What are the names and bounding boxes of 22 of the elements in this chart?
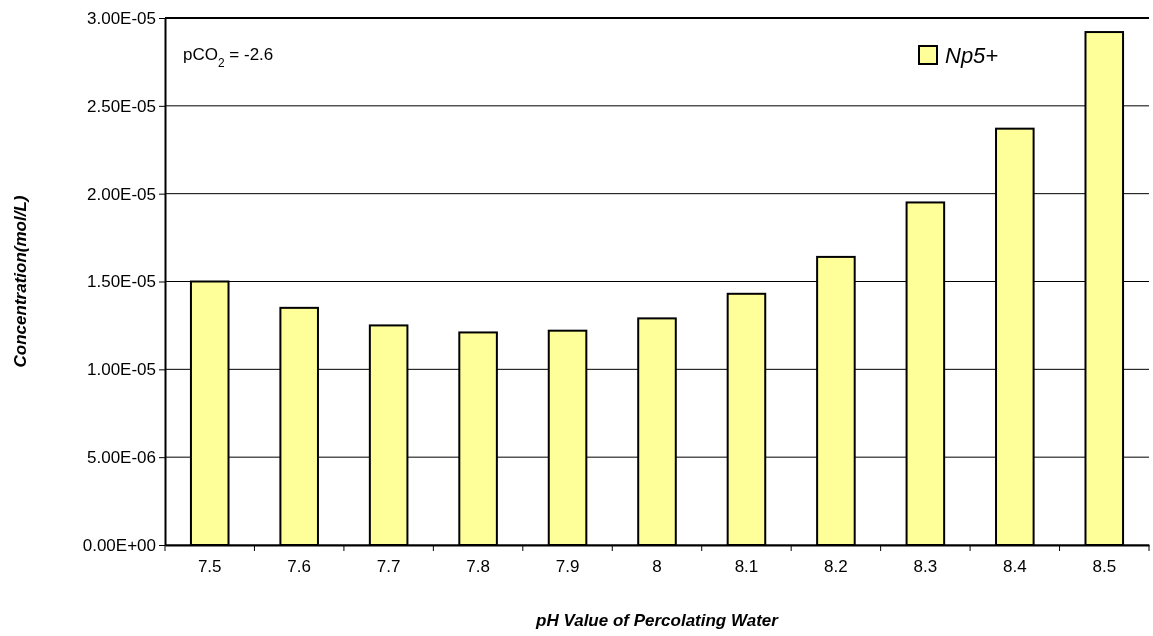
y-tick-label: 1.00E-05 bbox=[87, 360, 156, 380]
y-tick-label: 2.00E-05 bbox=[87, 184, 156, 204]
x-tick-label: 7.5 bbox=[197, 556, 222, 576]
x-tick-label: 7.7 bbox=[376, 556, 401, 576]
y-tick-label: 1.50E-05 bbox=[87, 272, 156, 292]
x-tick-label: 8.1 bbox=[734, 556, 759, 576]
y-tick-label: 0.00E+00 bbox=[82, 535, 156, 555]
x-tick-label: 8.4 bbox=[1003, 556, 1027, 576]
x-tick-label: 8.3 bbox=[913, 556, 938, 576]
x-tick-label: 7.9 bbox=[555, 556, 580, 576]
y-tick-label: 3.00E-05 bbox=[87, 8, 156, 28]
x-tick-label: 7.6 bbox=[287, 556, 311, 576]
annotation: pCO$_{2}$ = -2.6 bbox=[183, 45, 274, 70]
y-axis-title: Concentration(mol/L) bbox=[11, 195, 30, 368]
x-tick-label: 8.2 bbox=[824, 556, 848, 576]
y-tick-label: 5.00E-06 bbox=[87, 448, 156, 468]
x-tick-label: 8.5 bbox=[1092, 556, 1117, 576]
legend-label: Np5+ bbox=[945, 43, 999, 68]
y-tick-label: 2.50E-05 bbox=[87, 96, 156, 116]
x-tick-label: 8 bbox=[652, 556, 662, 576]
x-tick-label: 7.8 bbox=[466, 556, 490, 576]
x-axis-title: pH Value of Percolating Water bbox=[535, 611, 780, 630]
